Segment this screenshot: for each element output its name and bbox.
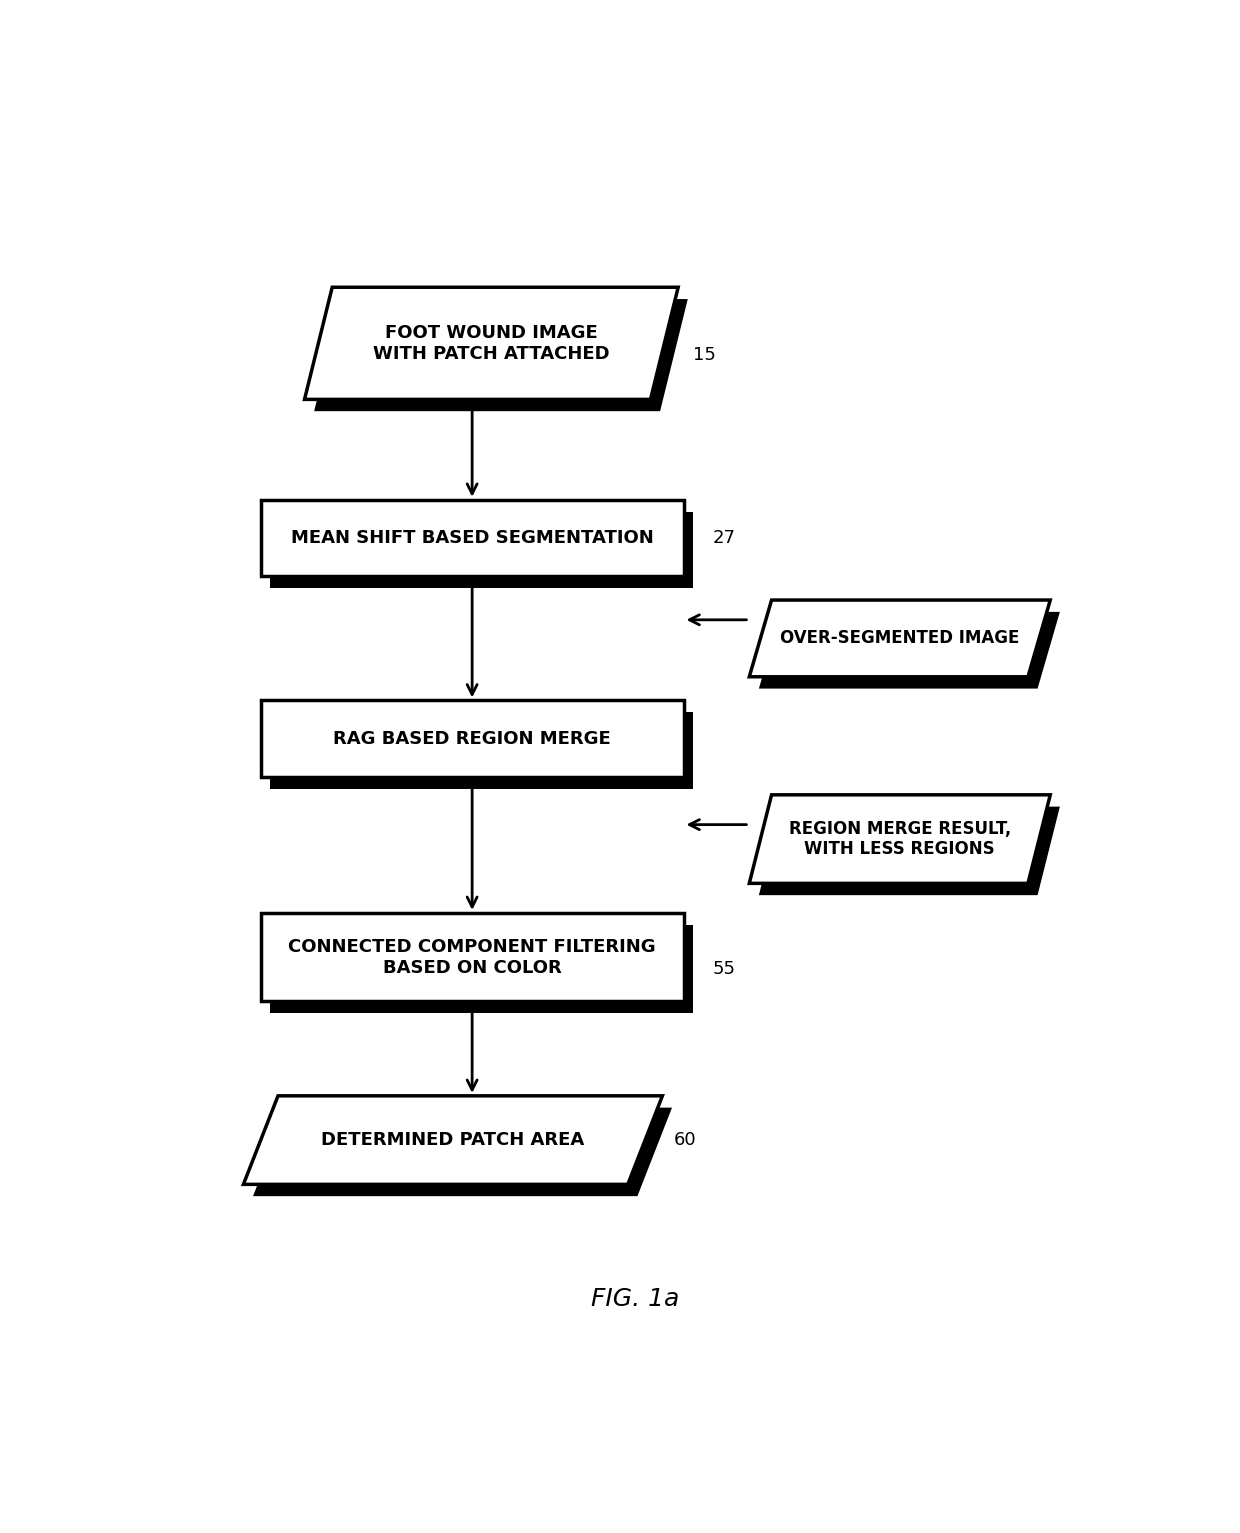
Bar bbox=[270, 512, 693, 589]
Text: FIG. 1a: FIG. 1a bbox=[591, 1288, 680, 1311]
Text: REGION MERGE RESULT,
WITH LESS REGIONS: REGION MERGE RESULT, WITH LESS REGIONS bbox=[789, 820, 1011, 858]
Polygon shape bbox=[749, 599, 1050, 676]
Bar bbox=[260, 912, 683, 1001]
Polygon shape bbox=[253, 1108, 672, 1196]
Text: 55: 55 bbox=[713, 960, 735, 978]
Bar bbox=[260, 500, 683, 576]
Text: FOOT WOUND IMAGE
WITH PATCH ATTACHED: FOOT WOUND IMAGE WITH PATCH ATTACHED bbox=[373, 323, 610, 363]
Text: DETERMINED PATCH AREA: DETERMINED PATCH AREA bbox=[321, 1131, 584, 1150]
Bar bbox=[270, 924, 693, 1013]
Bar bbox=[260, 701, 683, 777]
Polygon shape bbox=[305, 287, 678, 400]
Polygon shape bbox=[759, 806, 1060, 895]
Text: 60: 60 bbox=[675, 1131, 697, 1150]
Polygon shape bbox=[314, 299, 688, 411]
Polygon shape bbox=[759, 612, 1060, 688]
Text: 27: 27 bbox=[713, 529, 735, 547]
Polygon shape bbox=[243, 1096, 662, 1185]
Text: MEAN SHIFT BASED SEGMENTATION: MEAN SHIFT BASED SEGMENTATION bbox=[290, 529, 653, 547]
Text: 15: 15 bbox=[693, 346, 715, 365]
Bar bbox=[270, 713, 693, 789]
Text: CONNECTED COMPONENT FILTERING
BASED ON COLOR: CONNECTED COMPONENT FILTERING BASED ON C… bbox=[289, 938, 656, 977]
Text: OVER-SEGMENTED IMAGE: OVER-SEGMENTED IMAGE bbox=[780, 630, 1019, 647]
Text: RAG BASED REGION MERGE: RAG BASED REGION MERGE bbox=[334, 730, 611, 748]
Polygon shape bbox=[749, 794, 1050, 883]
